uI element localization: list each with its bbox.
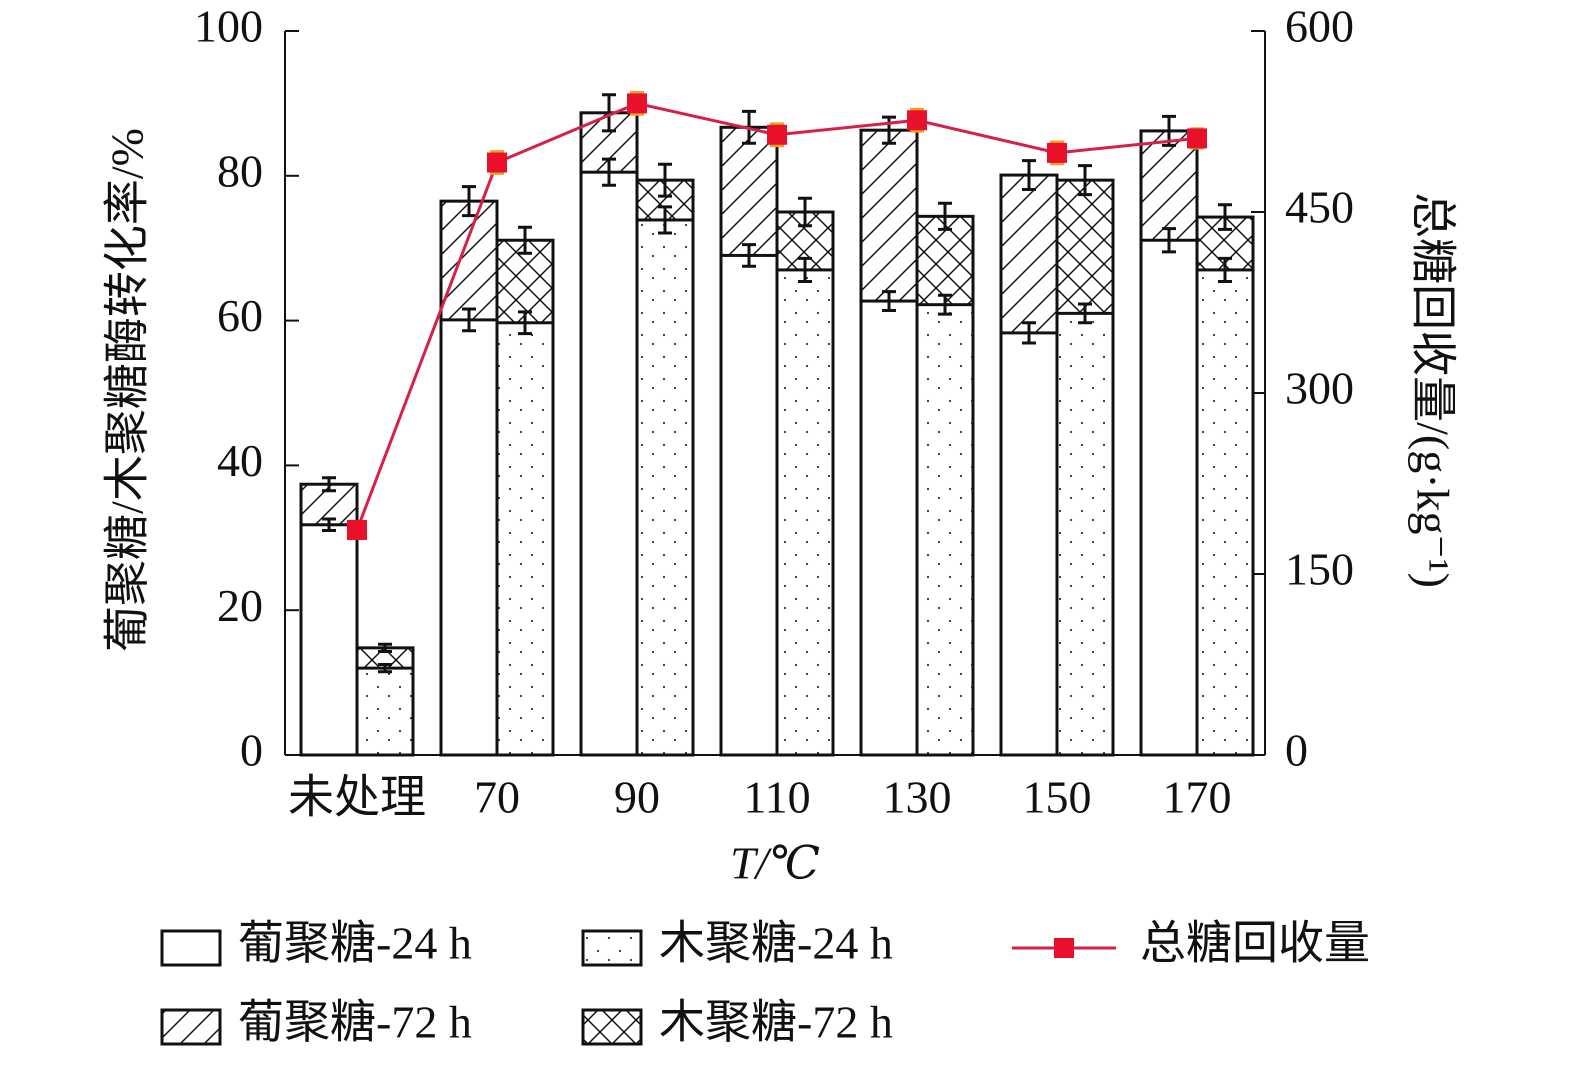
y2-tick-label: 450 — [1285, 182, 1354, 233]
line-marker — [1047, 142, 1067, 163]
line-marker — [627, 93, 647, 114]
x-tick-label: 未处理 — [288, 772, 426, 823]
error-bar — [462, 307, 476, 333]
error-bar — [658, 162, 672, 198]
bar — [1139, 238, 1199, 757]
line-marker — [907, 110, 927, 131]
legend-marker — [1054, 938, 1074, 958]
legend-label: 木聚糖-72 h — [659, 997, 893, 1048]
line-marker — [487, 152, 507, 173]
y-tick-label: 80 — [217, 145, 263, 196]
legend-swatch — [160, 1008, 222, 1046]
bar — [1195, 268, 1255, 757]
error-bar — [518, 225, 532, 255]
x-tick-label: 130 — [883, 772, 952, 823]
bar — [579, 170, 639, 757]
x-tick-label: 150 — [1023, 772, 1092, 823]
error-bar — [378, 642, 392, 653]
y2-tick-label: 300 — [1285, 363, 1354, 414]
error-bar — [602, 93, 616, 133]
bar — [1055, 311, 1115, 757]
error-bar — [1078, 302, 1092, 325]
y2-tick-label: 0 — [1285, 725, 1308, 776]
y-axis-label: 葡聚糖/木聚糖酶转化率/% — [102, 128, 153, 652]
bar — [299, 523, 359, 757]
legend-label: 葡聚糖-24 h — [238, 918, 472, 969]
error-bar — [1218, 256, 1232, 284]
error-bar — [378, 663, 392, 674]
error-bar — [882, 290, 896, 312]
x-axis-label: T/℃ — [730, 838, 820, 889]
y-tick-label: 40 — [217, 435, 263, 486]
x-tick-label: 110 — [743, 772, 810, 823]
error-bar — [658, 205, 672, 235]
error-bar — [602, 157, 616, 187]
error-bar — [322, 476, 336, 493]
bar — [439, 318, 499, 757]
bar — [355, 666, 415, 757]
y-tick-label: 60 — [217, 290, 263, 341]
error-bar — [1078, 164, 1092, 197]
bar — [859, 299, 919, 757]
error-bar — [1162, 227, 1176, 254]
legend-swatch — [160, 929, 222, 967]
error-bar — [322, 517, 336, 533]
y-tick-label: 0 — [240, 725, 263, 776]
x-tick-label: 70 — [474, 772, 520, 823]
bar — [719, 253, 779, 757]
x-tick-label: 90 — [614, 772, 660, 823]
bar — [999, 331, 1059, 757]
line-marker — [1187, 128, 1207, 149]
line-marker — [767, 124, 787, 145]
error-bar — [798, 196, 812, 228]
y2-tick-label: 600 — [1285, 1, 1354, 52]
legend-label: 葡聚糖-72 h — [238, 997, 472, 1048]
error-bar — [742, 243, 756, 268]
error-bar — [1022, 321, 1036, 345]
error-bar — [938, 293, 952, 316]
bar — [495, 321, 555, 757]
legend-swatch — [581, 929, 643, 967]
y-tick-label: 20 — [217, 580, 263, 631]
error-bar — [938, 201, 952, 231]
error-bar — [1022, 159, 1036, 192]
legend-label: 木聚糖-24 h — [659, 918, 893, 969]
error-bar — [1218, 203, 1232, 231]
y2-tick-label: 150 — [1285, 544, 1354, 595]
error-bar — [518, 310, 532, 336]
bar — [635, 218, 695, 757]
x-tick-label: 170 — [1163, 772, 1232, 823]
error-bar — [462, 185, 476, 218]
y-tick-label: 100 — [194, 1, 263, 52]
error-bar — [882, 115, 896, 145]
legend-label: 总糖回收量 — [1140, 918, 1370, 969]
bar — [915, 303, 975, 757]
line-marker — [347, 519, 367, 540]
legend-swatch — [581, 1008, 643, 1046]
y2-axis-label: 总糖回收量/(g·kg⁻¹) — [1407, 192, 1458, 588]
error-bar — [798, 256, 812, 284]
bar — [775, 268, 835, 757]
